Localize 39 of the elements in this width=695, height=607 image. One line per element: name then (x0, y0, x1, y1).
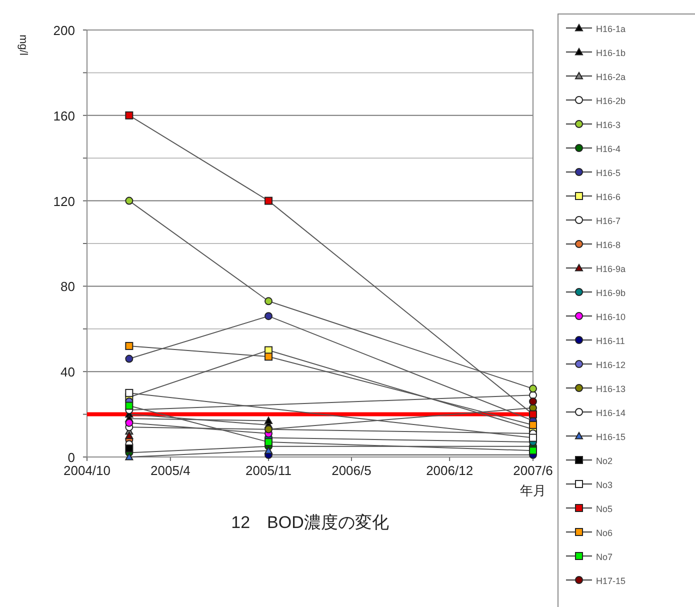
y-tick-label: 160 (53, 108, 75, 124)
x-tick-label: 2005/11 (246, 463, 292, 478)
legend-label: H16-8 (596, 240, 621, 250)
legend-label: H16-4 (596, 144, 621, 154)
legend-label: H16-5 (596, 168, 621, 178)
legend-label: H16-11 (596, 336, 625, 346)
legend-label: H16-1a (596, 24, 626, 34)
legend-label: H16-7 (596, 216, 621, 226)
y-axis-title: mg/l (17, 34, 29, 56)
legend-label: H16-2b (596, 96, 626, 106)
legend-label: H16-14 (596, 408, 626, 418)
legend-label: H16-15 (596, 432, 626, 442)
x-axis-title: 年月 (520, 483, 546, 498)
legend-label: H16-1b (596, 48, 626, 58)
text: 12 BOD濃度の変化 (231, 513, 389, 532)
legend-label: No6 (596, 528, 613, 538)
x-tick-label: 2007/6 (513, 463, 553, 478)
legend-label: H16-9b (596, 288, 626, 298)
x-tick-label: 2006/5 (332, 463, 372, 478)
y-tick-label: 200 (53, 23, 75, 38)
legend-label: H16-2a (596, 72, 626, 82)
legend-label: H16-3 (596, 120, 621, 130)
legend-label: No3 (596, 480, 613, 490)
y-tick-label: 120 (53, 194, 75, 209)
legend-label: H16-13 (596, 384, 626, 394)
x-tick-label: 2006/12 (426, 463, 474, 478)
y-tick-label: 40 (60, 364, 75, 380)
legend-label: No2 (596, 456, 613, 466)
x-tick-label: 2004/10 (64, 463, 110, 478)
y-tick-label: 80 (60, 279, 75, 294)
y-tick-label: 0 (68, 450, 75, 465)
legend-label: No7 (596, 552, 613, 562)
legend-label: H16-9a (596, 264, 626, 274)
legend-label: H17-15 (596, 576, 626, 586)
legend-label: H16-6 (596, 192, 621, 202)
legend-label: H16-10 (596, 312, 626, 322)
legend-label: H16-12 (596, 360, 626, 370)
legend-label: No5 (596, 504, 613, 514)
x-tick-label: 2005/4 (150, 463, 190, 478)
